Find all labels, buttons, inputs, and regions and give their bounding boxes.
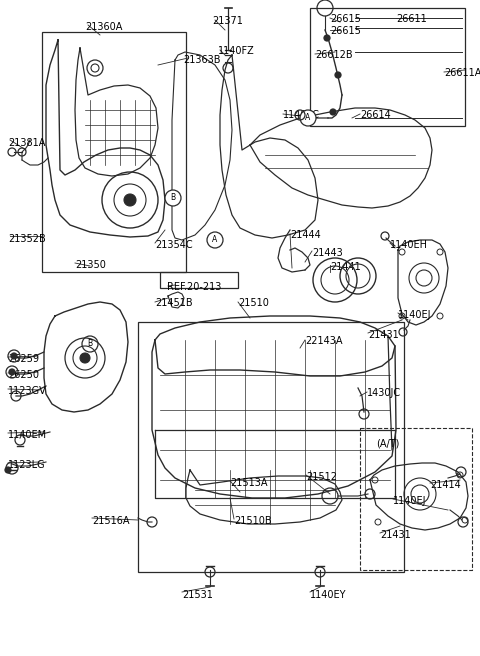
Text: 1123GV: 1123GV <box>8 386 47 396</box>
Text: 26612B: 26612B <box>315 50 353 60</box>
Text: 26615: 26615 <box>330 26 361 36</box>
Text: 1123LG: 1123LG <box>8 460 46 470</box>
Text: 26259: 26259 <box>8 354 39 364</box>
Text: 21371: 21371 <box>212 16 243 26</box>
Circle shape <box>9 369 15 375</box>
Bar <box>310 8 465 126</box>
Text: 21414: 21414 <box>430 480 461 490</box>
Circle shape <box>330 109 336 115</box>
Text: 26611: 26611 <box>396 14 427 24</box>
Text: 1140EM: 1140EM <box>8 430 47 440</box>
Text: 21510: 21510 <box>238 298 269 308</box>
Text: REF.20-213: REF.20-213 <box>167 282 221 292</box>
Text: 21451B: 21451B <box>155 298 192 308</box>
Text: 21431: 21431 <box>380 530 411 540</box>
Text: 21444: 21444 <box>290 230 321 240</box>
Bar <box>138 322 404 572</box>
Circle shape <box>324 35 330 41</box>
Circle shape <box>82 336 98 352</box>
Circle shape <box>165 190 181 206</box>
Text: 21531: 21531 <box>182 590 213 600</box>
Text: 21350: 21350 <box>75 260 106 270</box>
Text: A: A <box>212 236 217 245</box>
Bar <box>42 32 186 272</box>
Circle shape <box>124 194 136 206</box>
Circle shape <box>80 353 90 363</box>
Text: 21510B: 21510B <box>234 516 272 526</box>
Text: 1140EJ: 1140EJ <box>393 496 427 506</box>
Text: 21381A: 21381A <box>8 138 46 148</box>
Text: 26615: 26615 <box>330 14 361 24</box>
Text: 26250: 26250 <box>8 370 39 380</box>
Text: 1430JC: 1430JC <box>367 388 401 398</box>
Text: 1140EJ: 1140EJ <box>398 310 432 320</box>
Text: 22143A: 22143A <box>305 336 343 346</box>
Text: 21516A: 21516A <box>92 516 130 526</box>
Text: 26611A: 26611A <box>444 68 480 78</box>
Text: 21512: 21512 <box>306 472 337 482</box>
Text: 21441: 21441 <box>330 262 361 272</box>
Text: (A/T): (A/T) <box>376 438 399 448</box>
Text: A: A <box>305 113 311 123</box>
Text: 26614: 26614 <box>360 110 391 120</box>
Text: 1140EY: 1140EY <box>310 590 347 600</box>
Circle shape <box>207 232 223 248</box>
Text: 21352B: 21352B <box>8 234 46 244</box>
Text: 21513A: 21513A <box>230 478 267 488</box>
Bar <box>360 428 472 570</box>
Text: 21431: 21431 <box>368 330 399 340</box>
Text: B: B <box>87 340 93 348</box>
Circle shape <box>11 353 17 359</box>
Circle shape <box>300 110 316 126</box>
Text: 21354C: 21354C <box>155 240 192 250</box>
Text: 1140FC: 1140FC <box>283 110 320 120</box>
Text: 21360A: 21360A <box>85 22 122 32</box>
Circle shape <box>5 467 11 473</box>
Text: B: B <box>170 194 176 203</box>
Bar <box>160 272 238 288</box>
Text: 1140EH: 1140EH <box>390 240 428 250</box>
Text: 1140FZ: 1140FZ <box>218 46 255 56</box>
Text: 21443: 21443 <box>312 248 343 258</box>
Text: 21363B: 21363B <box>183 55 220 65</box>
Circle shape <box>335 72 341 78</box>
